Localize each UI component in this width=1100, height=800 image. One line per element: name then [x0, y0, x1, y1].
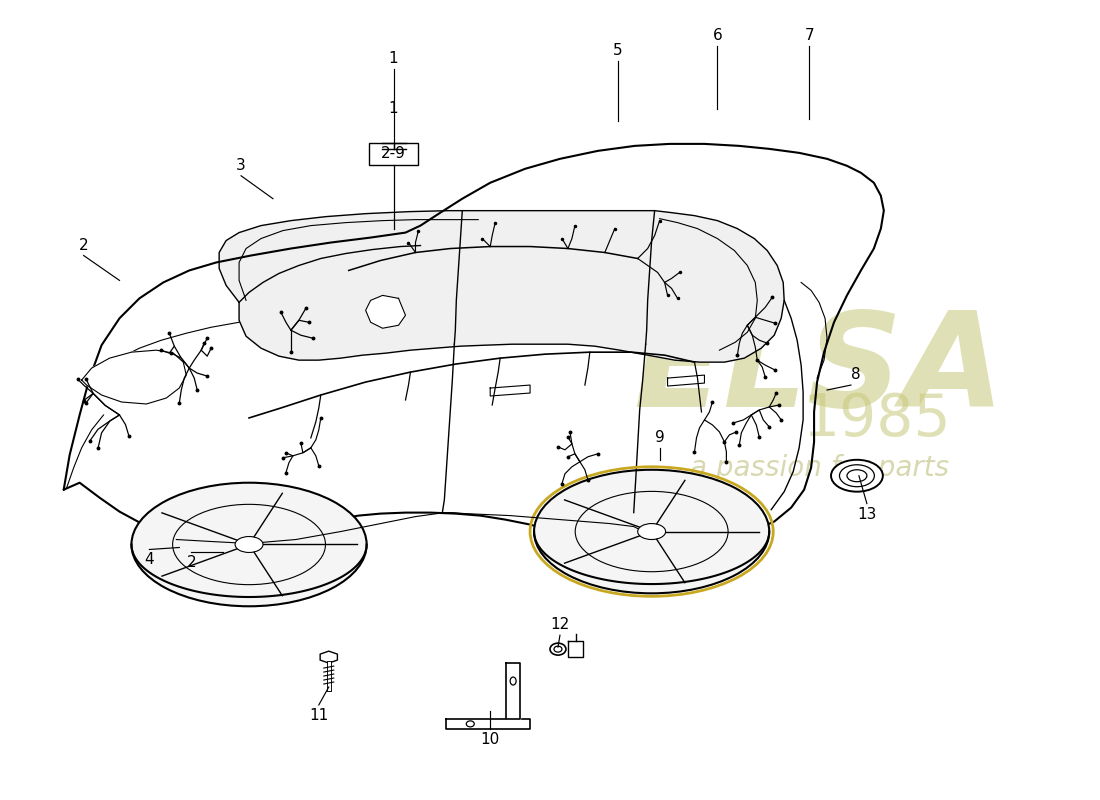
Ellipse shape — [235, 537, 263, 553]
Polygon shape — [320, 651, 338, 663]
Text: 3: 3 — [236, 158, 246, 173]
Polygon shape — [219, 210, 784, 362]
Text: 4: 4 — [144, 553, 154, 567]
Ellipse shape — [535, 470, 769, 594]
Ellipse shape — [830, 460, 883, 492]
Ellipse shape — [466, 721, 474, 727]
Text: 2-9: 2-9 — [381, 146, 406, 162]
Polygon shape — [365, 295, 406, 328]
Text: 2: 2 — [79, 238, 88, 253]
Text: 12: 12 — [550, 617, 570, 632]
Text: 10: 10 — [481, 732, 499, 747]
Polygon shape — [81, 350, 186, 404]
Ellipse shape — [554, 646, 562, 652]
Polygon shape — [64, 144, 883, 545]
Ellipse shape — [550, 643, 565, 655]
Text: 8: 8 — [851, 367, 860, 382]
Text: ELSA: ELSA — [634, 306, 1004, 434]
Ellipse shape — [510, 677, 516, 685]
Text: a passion for parts: a passion for parts — [690, 454, 948, 482]
Text: 6: 6 — [713, 28, 723, 43]
Text: 11: 11 — [309, 708, 329, 723]
Text: 7: 7 — [804, 28, 814, 43]
Text: 1: 1 — [388, 101, 398, 116]
Ellipse shape — [638, 523, 666, 539]
Text: 5: 5 — [613, 43, 623, 58]
Text: 2: 2 — [186, 555, 196, 570]
Ellipse shape — [847, 470, 867, 482]
Text: 13: 13 — [857, 506, 877, 522]
Ellipse shape — [132, 482, 366, 606]
Polygon shape — [506, 663, 520, 719]
Polygon shape — [447, 719, 530, 729]
FancyBboxPatch shape — [368, 143, 418, 165]
Text: 9: 9 — [654, 430, 664, 445]
Text: 1: 1 — [388, 51, 398, 66]
Text: 1985: 1985 — [803, 391, 952, 449]
